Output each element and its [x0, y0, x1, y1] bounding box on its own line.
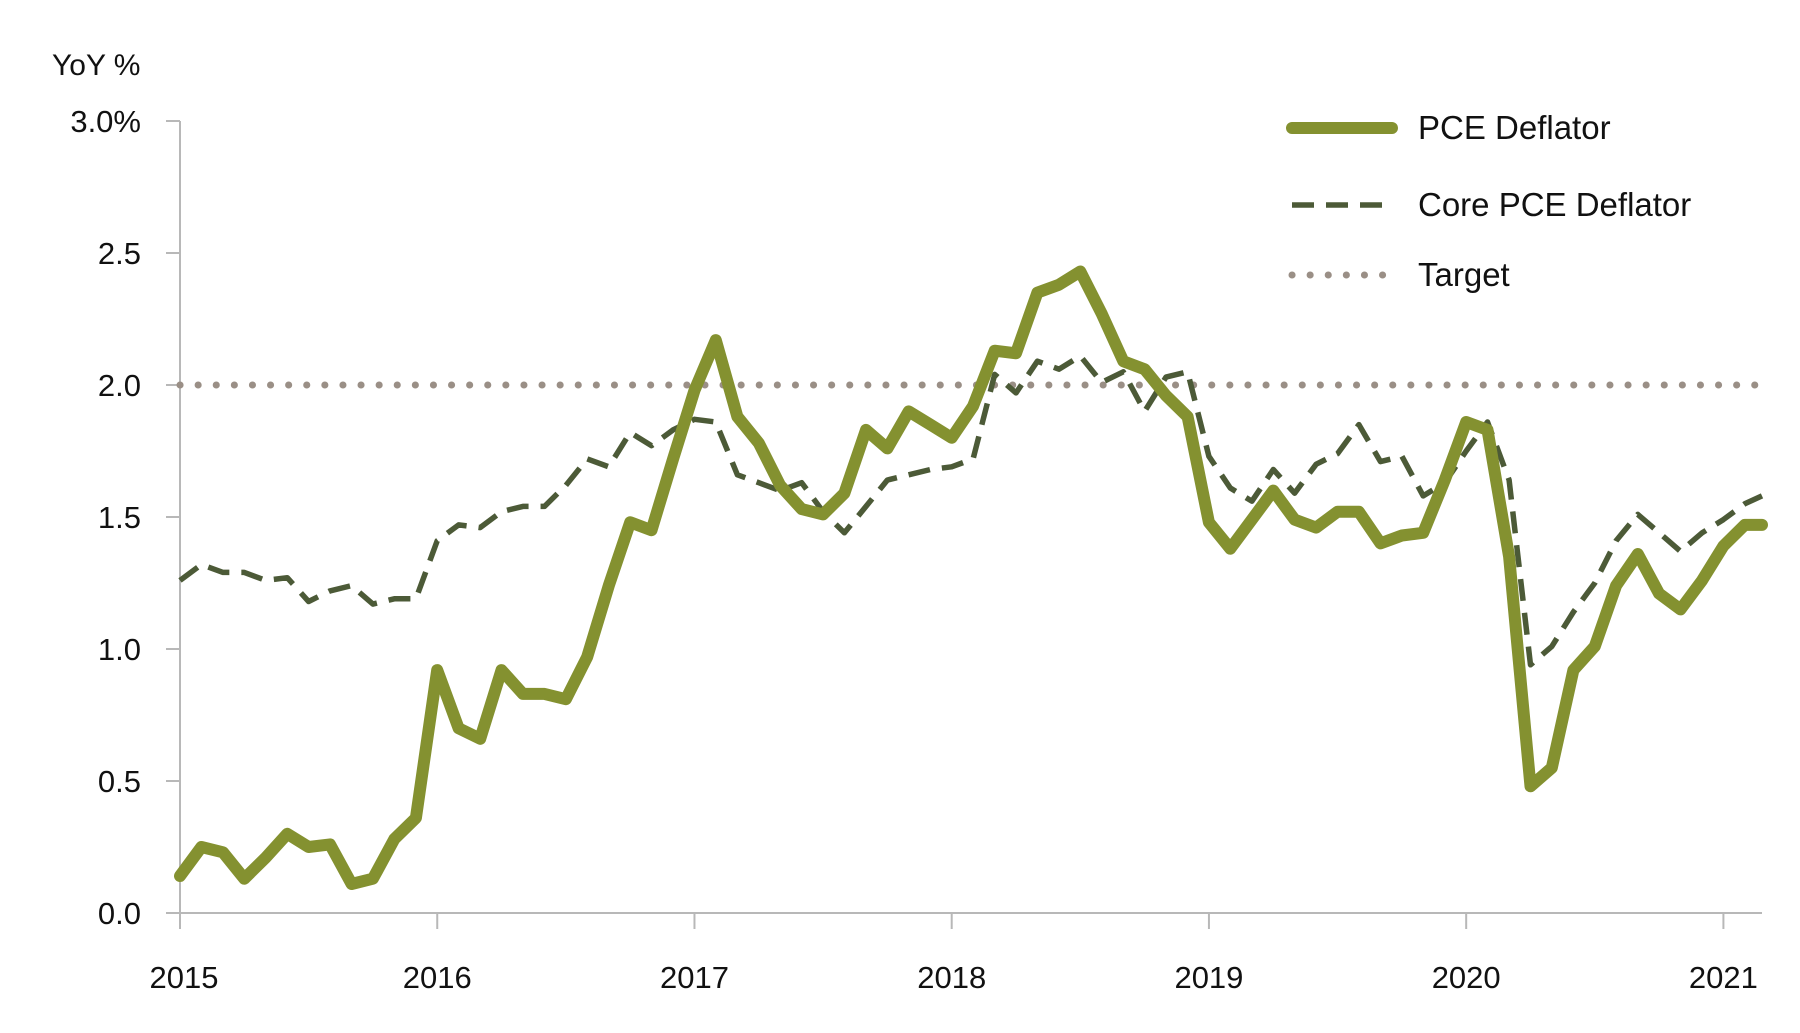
series-line-pce-deflator — [174, 265, 1768, 890]
x-tick-label: 2020 — [1432, 960, 1501, 995]
legend-label-pce-deflator: PCE Deflator — [1418, 109, 1611, 146]
x-tick-label: 2017 — [660, 960, 729, 995]
x-tick-label: 2016 — [403, 960, 472, 995]
x-tick-label: 2018 — [917, 960, 986, 995]
legend-label-target: Target — [1418, 256, 1510, 293]
series-layer — [174, 265, 1768, 890]
series-line-core-pce-deflator — [178, 353, 1764, 668]
y-axis-label: YoY % — [52, 49, 140, 82]
x-ticks: 2015 2016 2017 2018 2019 2020 2021 — [150, 913, 1758, 995]
y-tick-label: 2.5 — [98, 236, 141, 271]
y-tick-label: 0.5 — [98, 764, 141, 799]
x-tick-label: 2015 — [150, 960, 219, 995]
x-tick-label: 2019 — [1174, 960, 1243, 995]
legend-label-core-pce-deflator: Core PCE Deflator — [1418, 186, 1691, 223]
x-tick-label: 2021 — [1689, 960, 1758, 995]
y-tick-label: 0.0 — [98, 896, 141, 931]
legend: PCE Deflator Core PCE Deflator Target — [1286, 109, 1691, 293]
y-tick-label: 3.0% — [70, 104, 141, 139]
y-ticks: 0.0 0.5 1.0 1.5 2.0 2.5 3.0% — [70, 104, 180, 931]
y-tick-label: 2.0 — [98, 368, 141, 403]
y-tick-label: 1.5 — [98, 500, 141, 535]
y-tick-label: 1.0 — [98, 632, 141, 667]
